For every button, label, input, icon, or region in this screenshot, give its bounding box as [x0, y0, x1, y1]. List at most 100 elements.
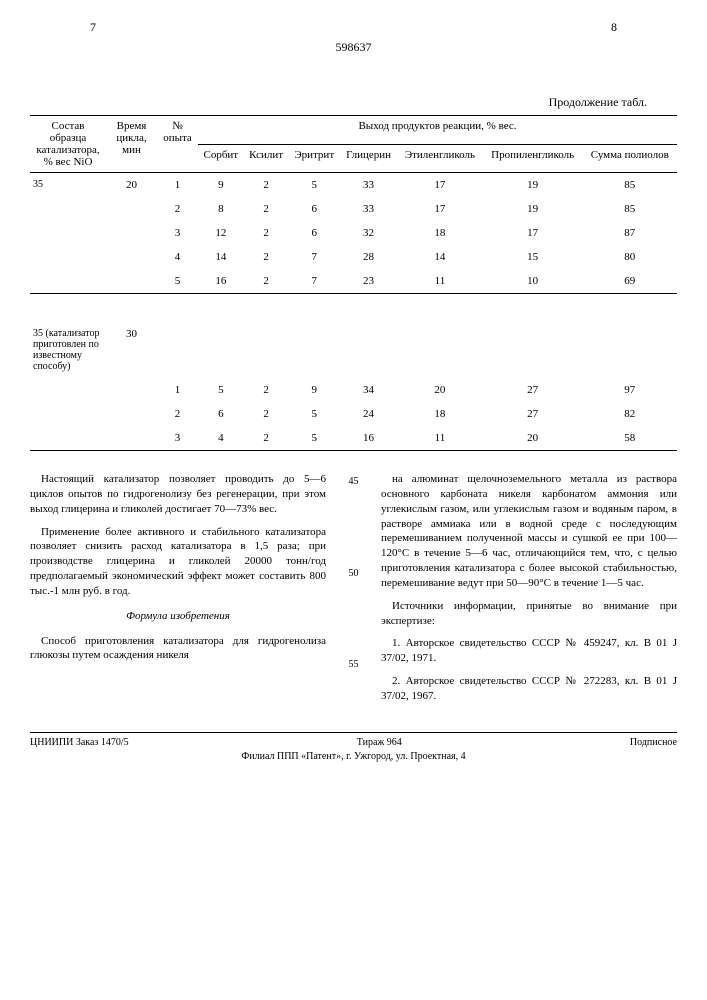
th-composition: Состав образца катализатора, % вес NiO	[30, 116, 106, 173]
cell: 17	[483, 221, 583, 245]
cell: 6	[289, 221, 340, 245]
cell-label	[30, 402, 106, 426]
cell: 2	[157, 402, 198, 426]
cell	[244, 322, 289, 378]
cell: 2	[244, 426, 289, 451]
footer-mid: Тираж 964	[357, 737, 402, 748]
th-sorbit: Сорбит	[198, 144, 244, 173]
cell: 2	[244, 245, 289, 269]
cell: 1	[157, 378, 198, 402]
formula-title: Формула изобретения	[30, 609, 326, 624]
cell	[340, 322, 397, 378]
cell-label	[30, 221, 106, 245]
cell: 20	[397, 378, 483, 402]
cell: 15	[483, 245, 583, 269]
line-num-50: 50	[346, 567, 361, 581]
cell-time: 20	[106, 173, 157, 198]
cell: 85	[583, 173, 677, 198]
cell: 6	[289, 197, 340, 221]
th-propyl: Пропиленгликоль	[483, 144, 583, 173]
cell: 5	[289, 173, 340, 198]
table-row: 4142728141580	[30, 245, 677, 269]
footer-line-2: Филиал ППП «Патент», г. Ужгород, ул. Про…	[30, 751, 677, 762]
cell: 2	[244, 402, 289, 426]
cell-time	[106, 402, 157, 426]
cell: 9	[289, 378, 340, 402]
cell: 2	[244, 197, 289, 221]
cell: 34	[340, 378, 397, 402]
page-num-left: 7	[90, 20, 96, 35]
cell: 20	[483, 426, 583, 451]
th-exp: № опыта	[157, 116, 198, 173]
table-row: 5162723111069	[30, 269, 677, 294]
cell: 9	[198, 173, 244, 198]
sources-title: Источники информации, принятые во вниман…	[381, 599, 677, 629]
table-row: 152934202797	[30, 378, 677, 402]
cell: 1	[157, 173, 198, 198]
cell-time	[106, 197, 157, 221]
cell: 80	[583, 245, 677, 269]
left-column: Настоящий катализатор позволяет проводит…	[30, 472, 326, 712]
th-ethyl: Этиленгликоль	[397, 144, 483, 173]
cell: 3	[157, 426, 198, 451]
cell: 5	[157, 269, 198, 294]
right-column: на алюминат щелочноземельного металла из…	[381, 472, 677, 712]
para-2: Применение более активного и стабильного…	[30, 525, 326, 599]
cell-label	[30, 378, 106, 402]
cell	[289, 322, 340, 378]
cell-label	[30, 269, 106, 294]
cell	[583, 322, 677, 378]
cell: 19	[483, 173, 583, 198]
cell: 19	[483, 197, 583, 221]
table-row: 282633171985	[30, 197, 677, 221]
th-group: Выход продуктов реакции, % вес.	[198, 116, 677, 145]
cell: 7	[289, 269, 340, 294]
cell: 2	[244, 173, 289, 198]
cell-label: 35	[30, 173, 106, 198]
cell: 17	[397, 197, 483, 221]
cell: 82	[583, 402, 677, 426]
cell: 87	[583, 221, 677, 245]
cell: 33	[340, 173, 397, 198]
source-2: 2. Авторское свидетельство СССР № 272283…	[381, 674, 677, 704]
cell: 11	[397, 426, 483, 451]
table-row: 342516112058	[30, 426, 677, 451]
th-glyc: Глицерин	[340, 144, 397, 173]
th-sum: Сумма полиолов	[583, 144, 677, 173]
doc-number: 598637	[30, 40, 677, 55]
cell-time	[106, 221, 157, 245]
cell	[198, 322, 244, 378]
cell: 97	[583, 378, 677, 402]
cell: 23	[340, 269, 397, 294]
source-1: 1. Авторское свидетельство СССР № 459247…	[381, 636, 677, 666]
table-continuation: Продолжение табл.	[30, 95, 677, 110]
cell	[157, 322, 198, 378]
cell-time: 30	[106, 322, 157, 378]
cell	[483, 322, 583, 378]
cell: 8	[198, 197, 244, 221]
cell: 28	[340, 245, 397, 269]
para-1: Настоящий катализатор позволяет проводит…	[30, 472, 326, 517]
cell: 14	[397, 245, 483, 269]
cell: 33	[340, 197, 397, 221]
cell-label	[30, 245, 106, 269]
footer-left: ЦНИИПИ Заказ 1470/5	[30, 737, 129, 748]
cell: 14	[198, 245, 244, 269]
cell: 16	[340, 426, 397, 451]
cell: 58	[583, 426, 677, 451]
cell: 6	[198, 402, 244, 426]
cell: 5	[289, 426, 340, 451]
footer-line-1: ЦНИИПИ Заказ 1470/5 Тираж 964 Подписное	[30, 732, 677, 748]
cell: 12	[198, 221, 244, 245]
table-row: 3520192533171985	[30, 173, 677, 198]
cell	[397, 322, 483, 378]
cell: 5	[289, 402, 340, 426]
line-num-45: 45	[346, 475, 361, 489]
table-row: 3122632181787	[30, 221, 677, 245]
cell: 2	[244, 269, 289, 294]
cell: 4	[198, 426, 244, 451]
cell: 27	[483, 402, 583, 426]
cell: 2	[244, 221, 289, 245]
cell: 18	[397, 221, 483, 245]
cell: 17	[397, 173, 483, 198]
